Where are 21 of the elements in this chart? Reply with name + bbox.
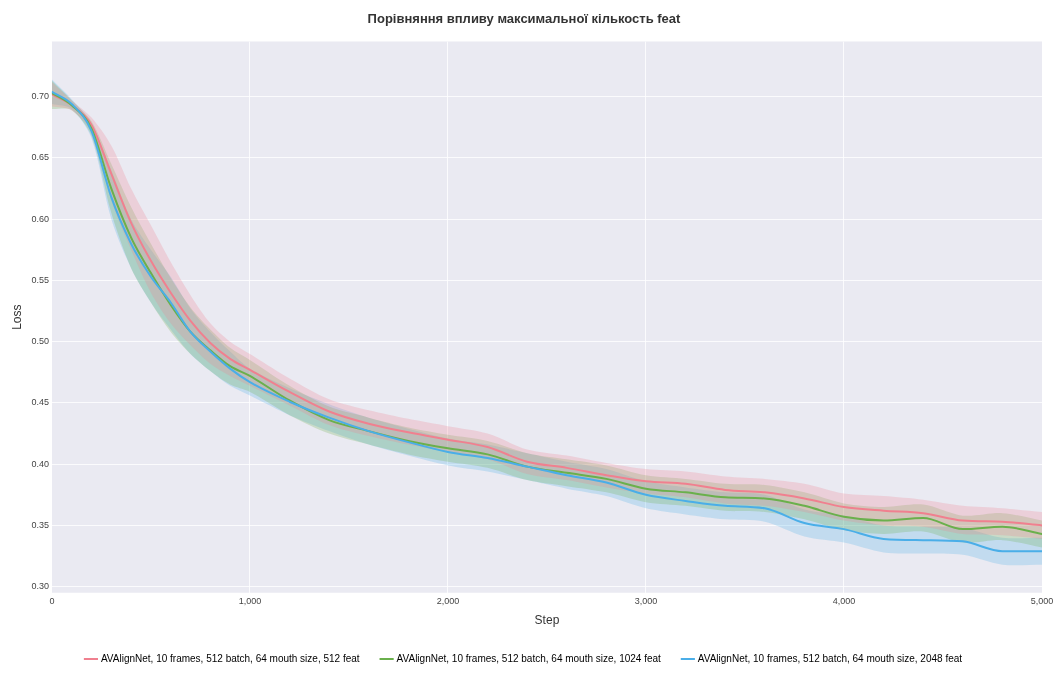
x-tick-label: 3,000 xyxy=(634,595,658,606)
y-tick-label: 0.55 xyxy=(31,274,49,285)
y-tick-label: 0.30 xyxy=(31,581,49,592)
y-tick-label: 0.65 xyxy=(31,152,49,163)
y-tick-label: 0.70 xyxy=(31,91,49,102)
legend-label: AVAlignNet, 10 frames, 512 batch, 64 mouth size, 512 feat xyxy=(100,652,360,664)
y-tick-label: 0.40 xyxy=(31,458,49,469)
y-tick-label: 0.50 xyxy=(31,336,49,347)
legend-label: AVAlignNet, 10 frames, 512 batch, 64 mouth size, 2048 feat xyxy=(697,652,963,664)
x-axis-title: Step xyxy=(534,613,560,628)
x-tick-label: 4,000 xyxy=(832,595,856,606)
x-tick-label: 1,000 xyxy=(238,595,262,606)
chart-title: Порівняння впливу максимальної кількость feat xyxy=(367,11,682,27)
x-tick-label: 0 xyxy=(49,595,55,606)
legend-label: AVAlignNet, 10 frames, 512 batch, 64 mouth size, 1024 feat xyxy=(396,652,662,664)
x-tick-label: 5,000 xyxy=(1030,595,1054,606)
y-tick-label: 0.45 xyxy=(31,397,49,408)
x-tick-label: 2,000 xyxy=(436,595,460,606)
y-tick-label: 0.60 xyxy=(31,213,49,224)
y-axis-title: Loss xyxy=(9,304,24,330)
y-tick-label: 0.35 xyxy=(31,519,49,530)
